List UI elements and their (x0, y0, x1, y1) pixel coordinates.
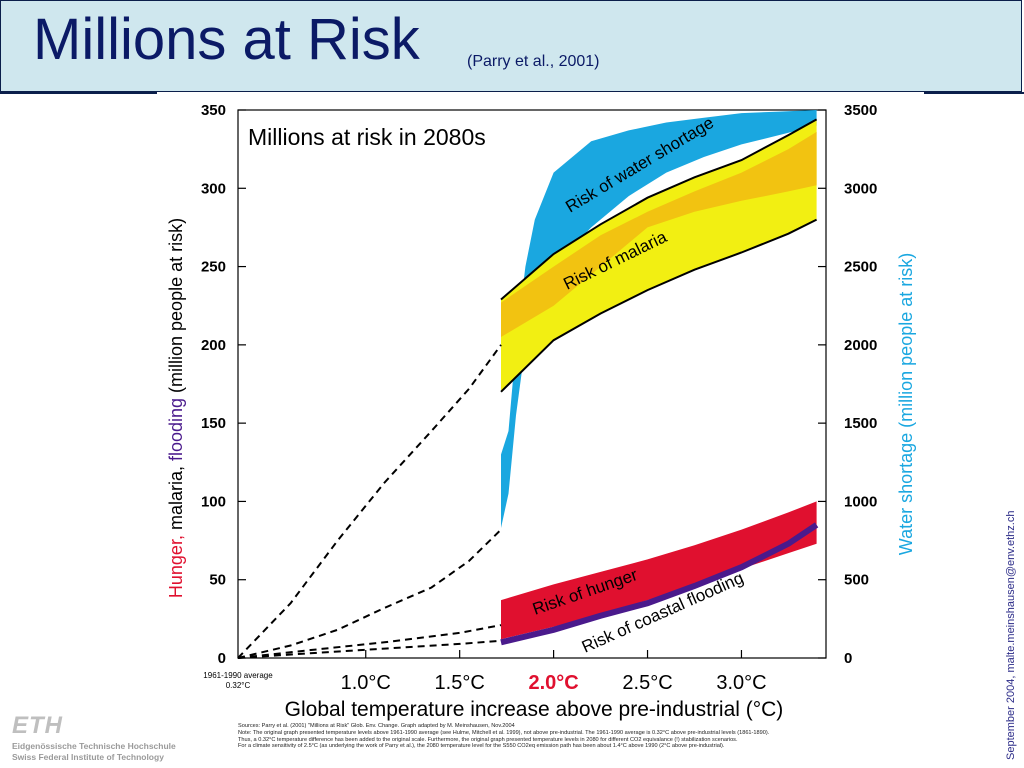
y-left-tick-label: 350 (201, 102, 226, 119)
y-right-tick-label: 1500 (844, 415, 877, 432)
coastal-flooding-line (500, 522, 819, 646)
y-left-tick-label: 100 (201, 493, 226, 510)
plot-frame (237, 109, 827, 659)
y-right-tick-label: 3000 (844, 180, 877, 197)
sources-line: Thus, a 0.32°C temperature difference ha… (238, 736, 738, 743)
y-left-axis-label-part: Hunger, (166, 535, 186, 598)
hunger-band (501, 501, 817, 640)
y-left-tick-label: 0 (218, 650, 226, 667)
institution-name-german: Eidgenössische Technische Hochschule (12, 741, 176, 751)
dashed-extrapolation-line (237, 624, 502, 659)
x-tick-label: 3.0°C (716, 672, 766, 694)
side-email-text: September 2004, malte.meinshausen@env.et… (1005, 510, 1017, 760)
y-right-tick-label: 0 (844, 650, 852, 667)
sources-line: For a climate sensitivity of 2.5°C (as u… (238, 743, 725, 750)
header-underline-left (0, 92, 157, 94)
dashed-extrapolation-line (237, 344, 502, 659)
x-tick-label: 2.0°C (528, 672, 578, 694)
dashed-extrapolation-line (237, 639, 502, 659)
y-left-tick-label: 250 (201, 259, 226, 276)
malaria-upper-line (500, 118, 818, 301)
y-right-tick-label: 1000 (844, 493, 877, 510)
y-left-axis-label: Hunger, malaria, flooding (million peopl… (166, 218, 186, 598)
dashed-extrapolation-line (237, 528, 502, 659)
y-left-axis-label-part: malaria, (166, 466, 186, 535)
sources-line: Sources: Parry et al. (2001) "Millions a… (238, 723, 515, 729)
y-right-axis-label: Water shortage (million people at risk) (896, 253, 916, 555)
sources-note: Sources: Parry et al. (2001) "Millions a… (238, 723, 848, 750)
y-left-tick-label: 50 (209, 572, 226, 589)
chart-title: Millions at risk in 2080s (248, 124, 486, 150)
sources-line: Note: The original graph presented tempe… (238, 729, 770, 736)
slide-citation: (Parry et al., 2001) (467, 53, 600, 70)
y-left-tick-label: 150 (201, 415, 226, 432)
x-origin-note-line1: 1961-1990 average (203, 671, 273, 680)
y-right-tick-label: 3500 (844, 102, 877, 119)
x-axis-label: Global temperature increase above pre-in… (285, 698, 784, 721)
y-left-tick-label: 200 (201, 337, 226, 354)
slide-header: Millions at Risk (Parry et al., 2001) (0, 0, 1022, 92)
x-tick-label: 2.5°C (622, 672, 672, 694)
y-right-tick-label: 2500 (844, 259, 877, 276)
eth-logo: ETH (12, 712, 63, 739)
x-tick-label: 1.5°C (435, 672, 485, 694)
y-right-tick-label: 2000 (844, 337, 877, 354)
x-origin-note-line2: 0.32°C (226, 681, 251, 690)
y-right-tick-label: 500 (844, 572, 869, 589)
y-left-tick-label: 300 (201, 180, 226, 197)
x-tick-label: 1.0°C (341, 672, 391, 694)
y-left-axis-label-part: (million people at risk) (166, 218, 186, 398)
water-shortage-band (501, 110, 817, 528)
header-underline-right (924, 92, 1024, 94)
malaria-inner-band (501, 131, 817, 337)
slide-title: Millions at Risk (33, 7, 420, 72)
malaria-lower-line (500, 218, 818, 393)
y-left-axis-label-part: flooding (166, 398, 186, 466)
institution-name-english: Swiss Federal Institute of Technology (12, 752, 164, 762)
